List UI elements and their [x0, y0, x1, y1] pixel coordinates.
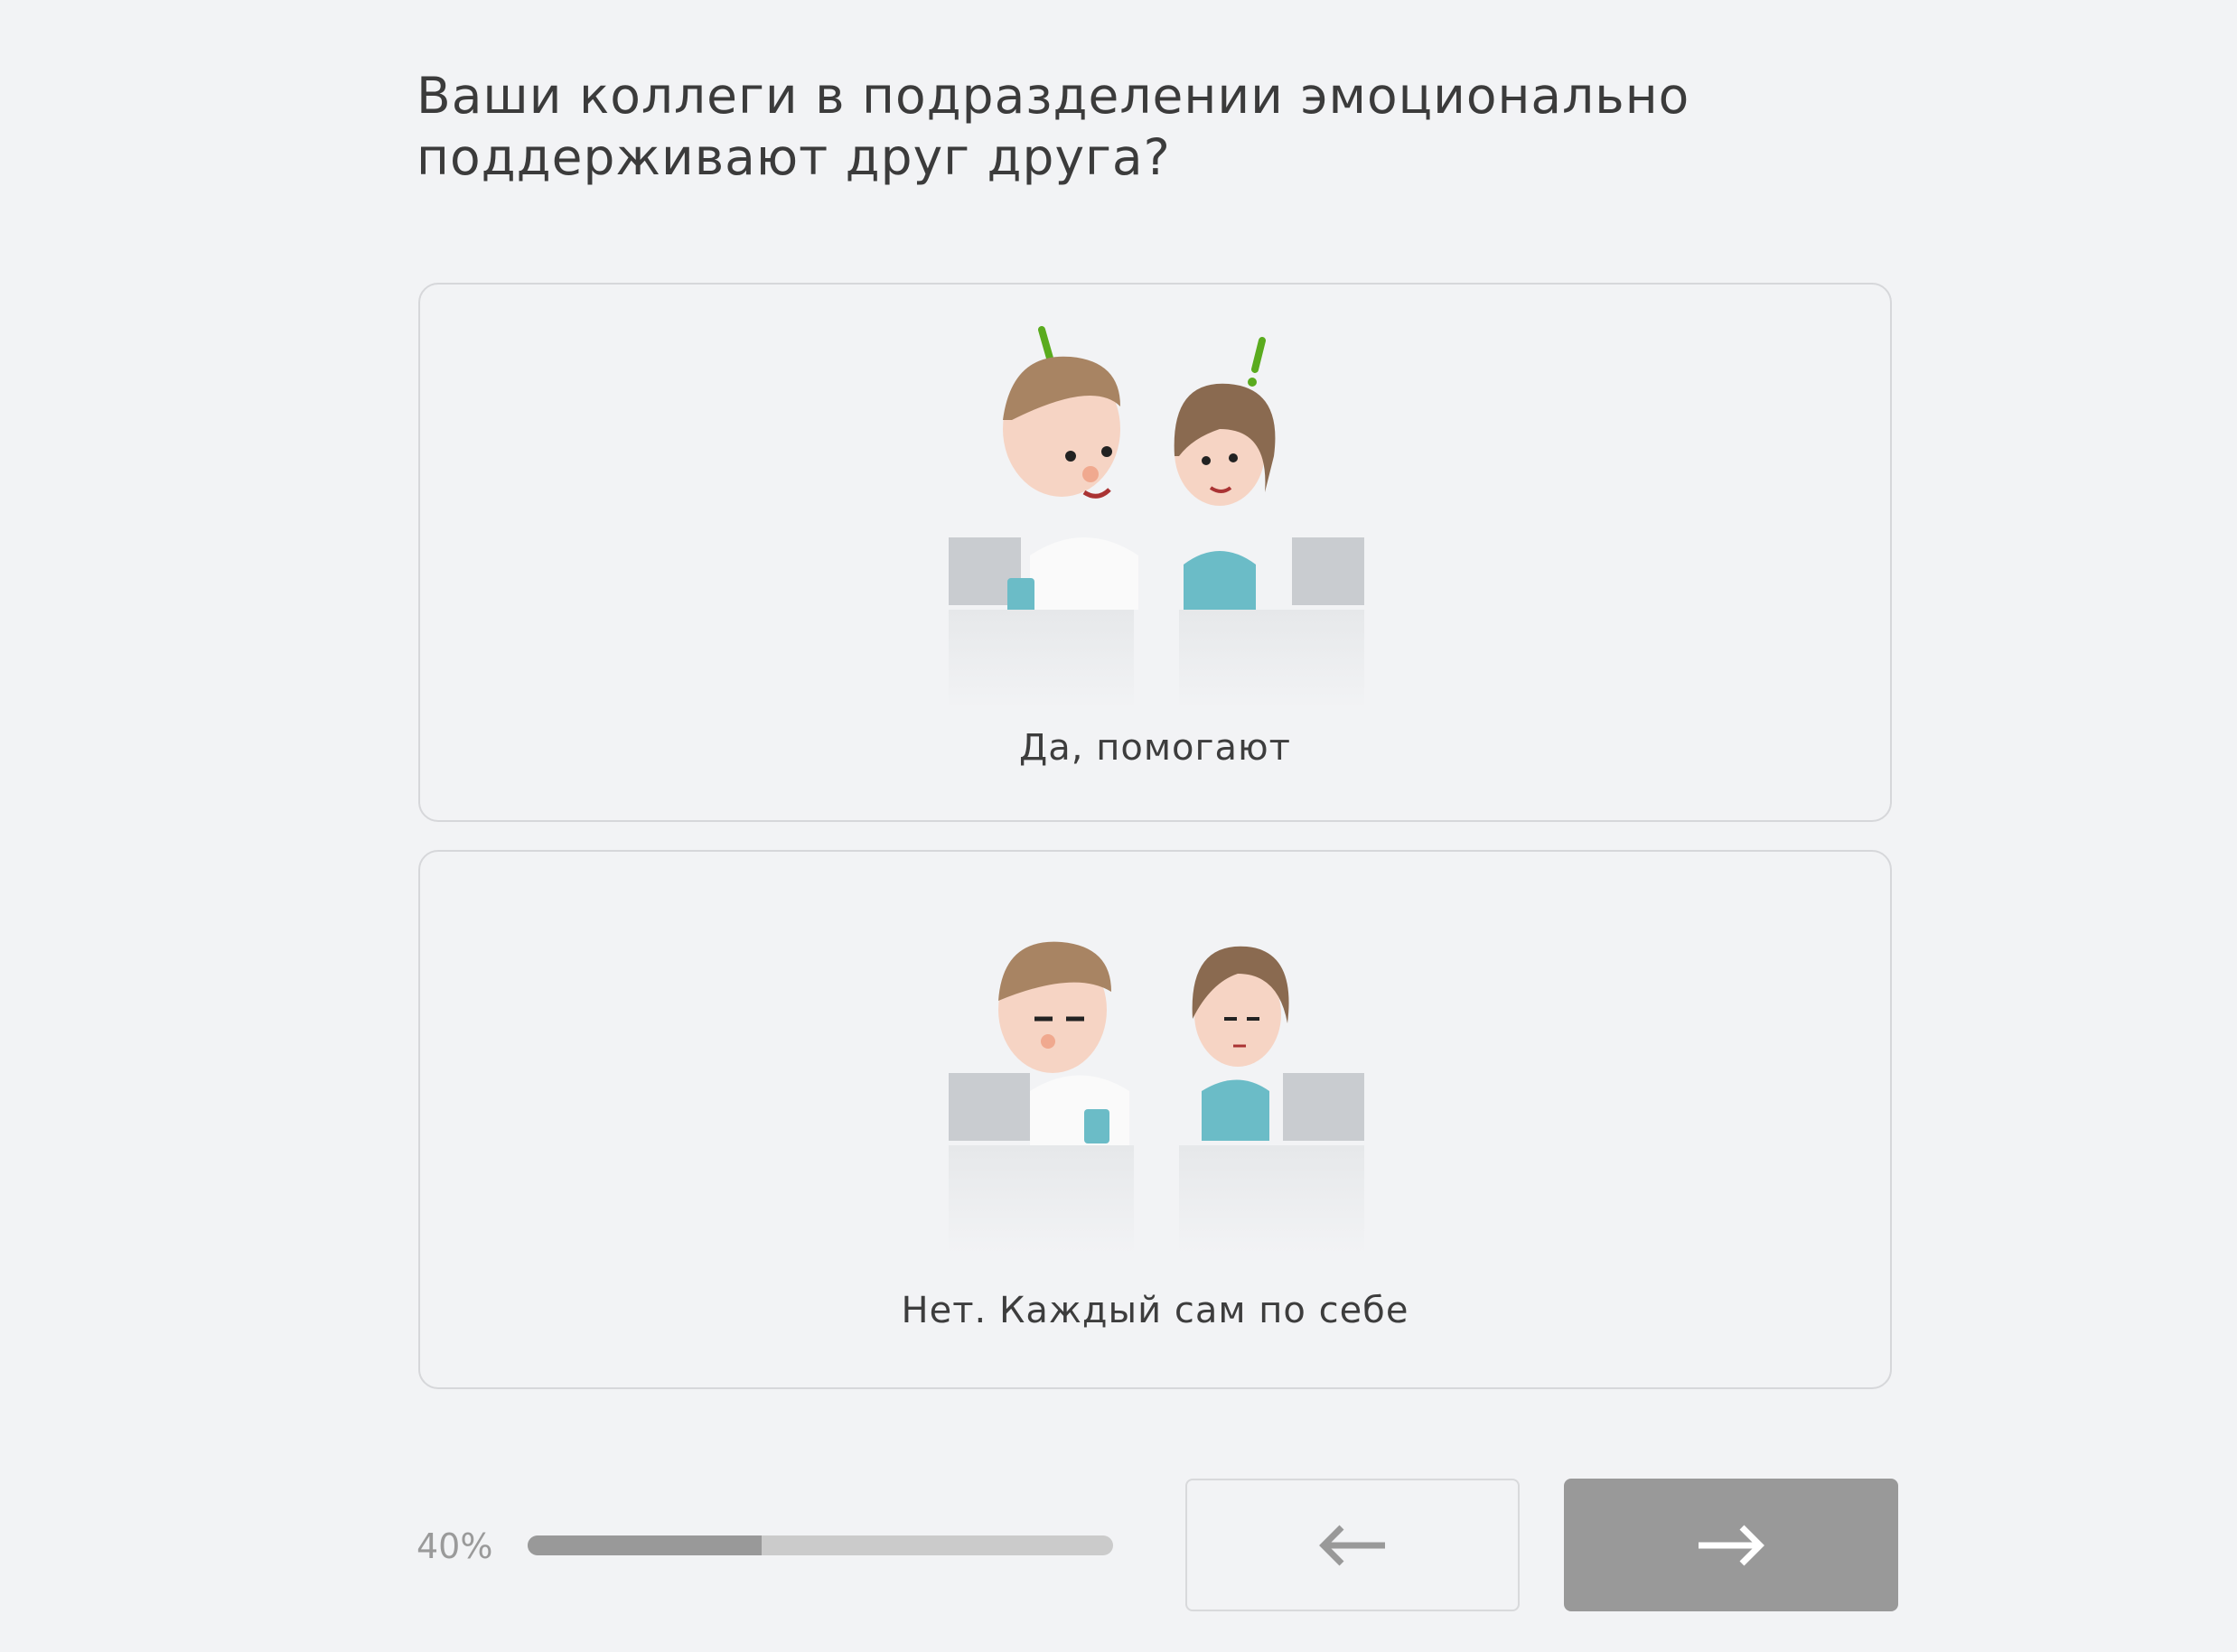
colleagues-alone-illustration [949, 941, 1364, 1254]
next-button[interactable] [1564, 1479, 1898, 1611]
arrow-left-icon [1319, 1525, 1385, 1565]
progress-bar-fill [528, 1535, 763, 1555]
option-card-yes[interactable]: Да, помогают [418, 283, 1892, 822]
progress-label: 40% [417, 1526, 493, 1566]
option-card-no[interactable]: Нет. Каждый сам по себе [418, 850, 1892, 1389]
arrow-right-icon [1699, 1525, 1764, 1565]
colleagues-talking-illustration [949, 326, 1364, 709]
question-title: Ваши коллеги в подразделении эмоциональн… [417, 67, 1690, 186]
option-label: Нет. Каждый сам по себе [901, 1290, 1409, 1331]
option-label: Да, помогают [1019, 727, 1291, 769]
back-button[interactable] [1185, 1479, 1520, 1611]
progress-bar [528, 1535, 1113, 1555]
